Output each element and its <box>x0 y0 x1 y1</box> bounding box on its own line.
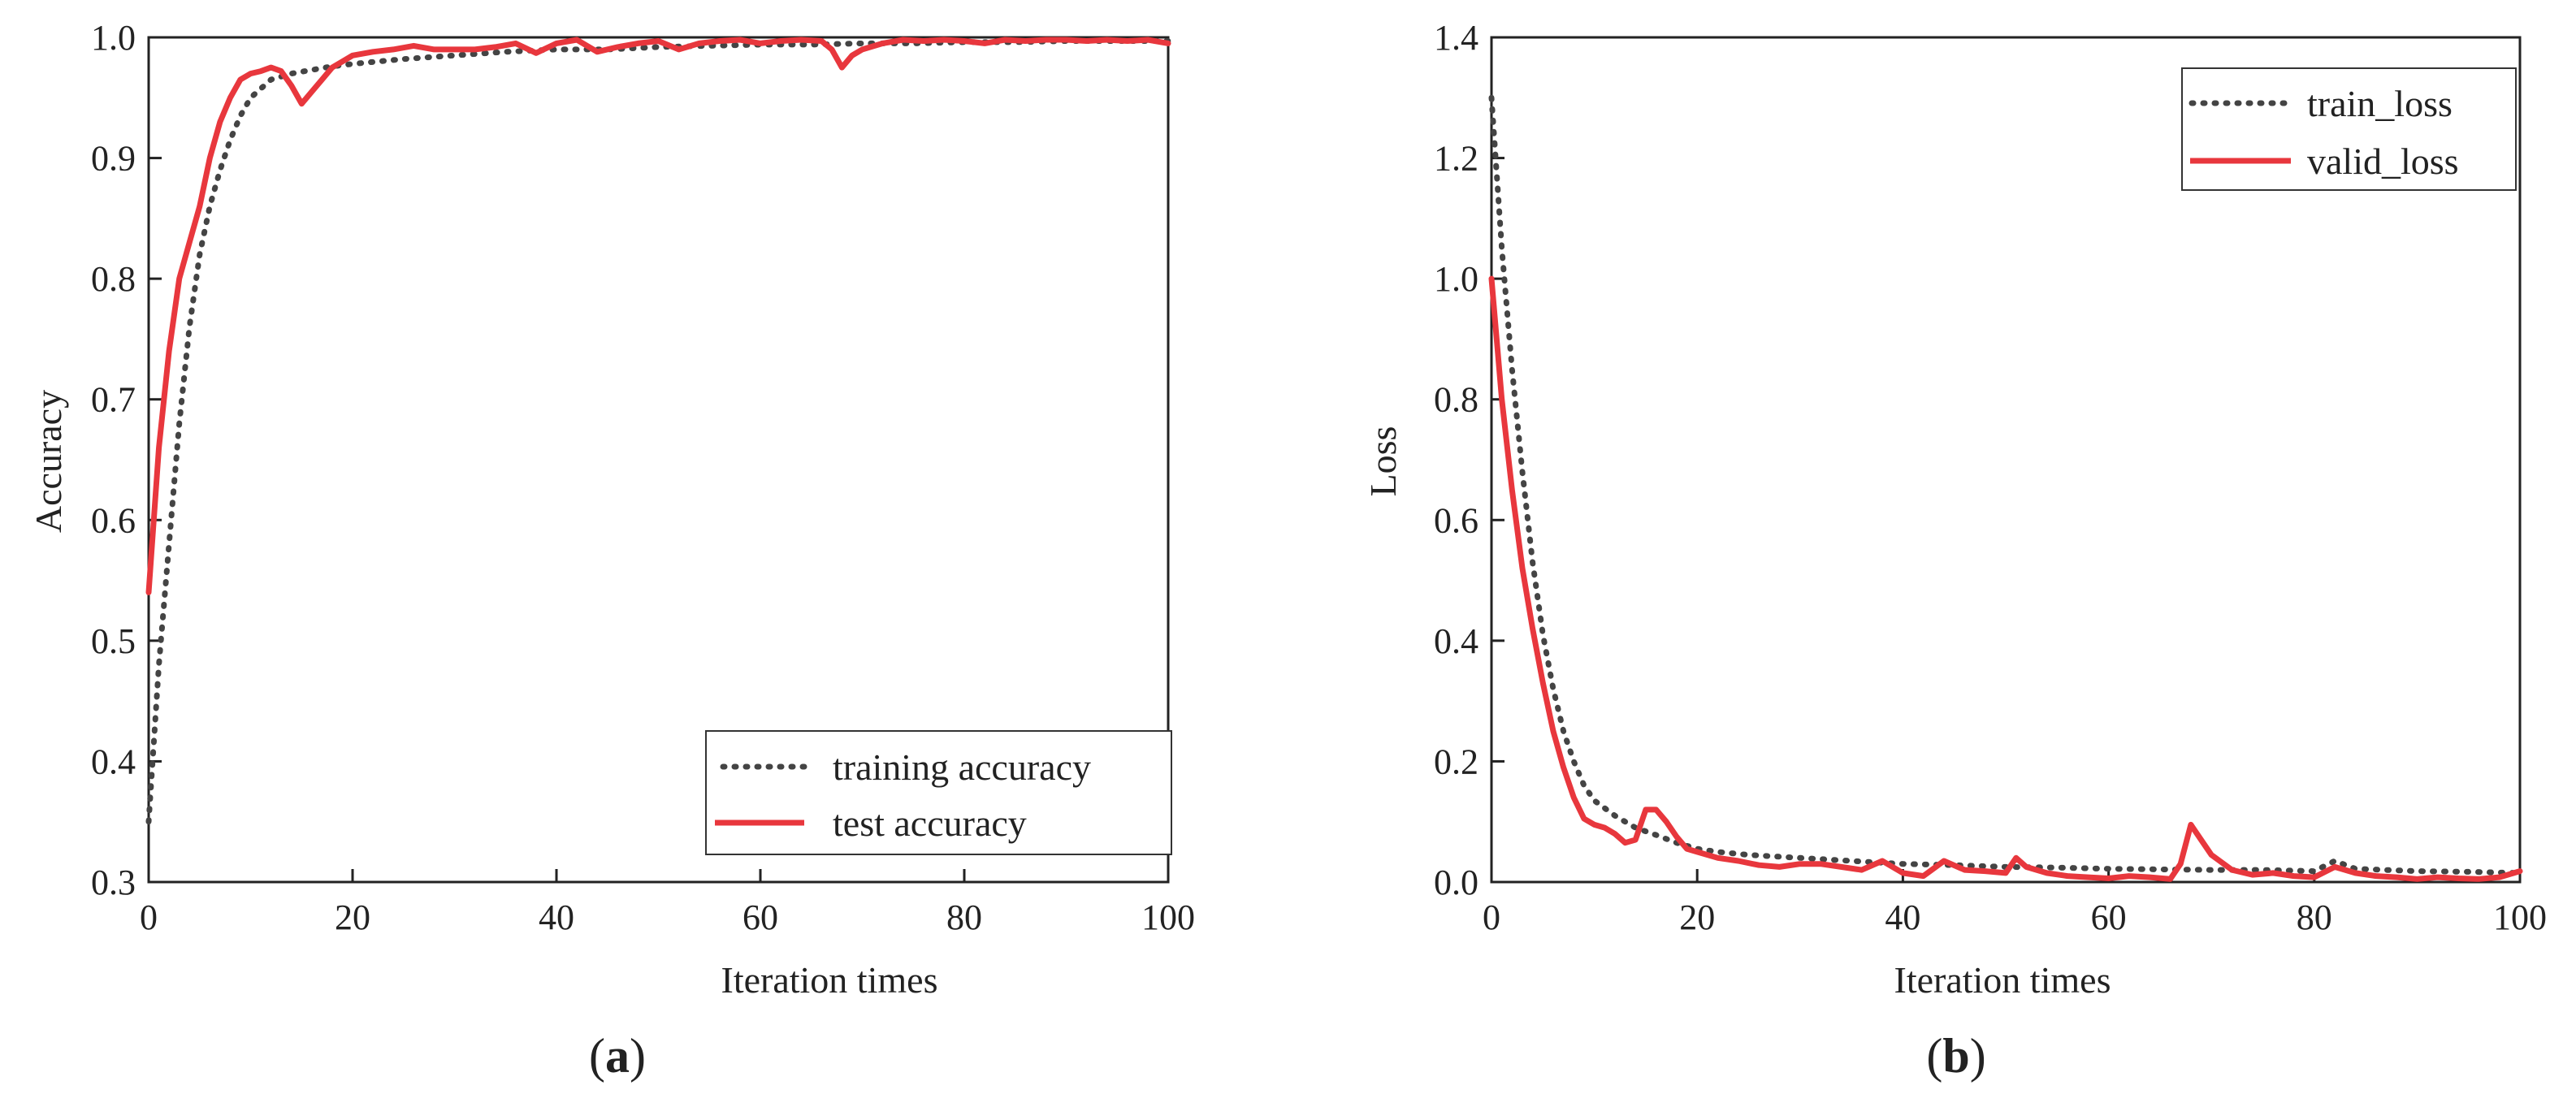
x-ticks-a: 0 20 40 60 80 100 <box>140 869 1195 937</box>
series-lines-a <box>145 37 1171 825</box>
y-tick-label: 0.8 <box>91 259 136 299</box>
x-tick-label: 0 <box>140 897 158 937</box>
x-tick-label: 20 <box>335 897 370 937</box>
legend-a: training accuracy test accuracy <box>705 730 1172 855</box>
y-tick-label: 1.2 <box>1434 139 1478 179</box>
y-tick-label: 0.7 <box>91 380 136 420</box>
y-tick-label: 0.6 <box>91 500 136 540</box>
x-tick-label: 40 <box>1885 897 1920 937</box>
x-tick-label: 80 <box>2297 897 2332 937</box>
x-ticks-b: 0 20 40 60 80 100 <box>1483 869 2547 937</box>
y-tick-label: 1.0 <box>1434 259 1478 299</box>
panel-label-b-open: ( <box>1926 1029 1942 1083</box>
y-tick-label: 0.2 <box>1434 742 1478 781</box>
x-tick-label: 80 <box>946 897 982 937</box>
series-line-train-loss <box>1488 94 2523 876</box>
x-axis-label-a: Iteration times <box>721 959 938 1001</box>
y-tick-label: 0.5 <box>91 621 136 661</box>
legend-b: train_loss valid_loss <box>2181 67 2517 191</box>
x-tick-label: 60 <box>742 897 778 937</box>
legend-label-valid-loss: valid_loss <box>2307 141 2459 182</box>
panel-label-b: (b) <box>1926 1029 1985 1083</box>
x-tick-label: 40 <box>539 897 574 937</box>
y-ticks-b: 0.0 0.2 0.4 0.6 0.8 1.0 1.2 1.4 <box>1434 18 1504 902</box>
legend-label-test-accuracy: test accuracy <box>833 802 1027 844</box>
x-tick-label: 60 <box>2091 897 2127 937</box>
y-tick-label: 0.4 <box>1434 621 1478 661</box>
panel-label-a-open: ( <box>589 1029 605 1083</box>
legend-label-training-accuracy: training accuracy <box>833 746 1091 788</box>
y-tick-label: 0.9 <box>91 139 136 179</box>
panel-label-a: (a) <box>589 1029 646 1083</box>
x-tick-label: 100 <box>1141 897 1195 937</box>
x-tick-label: 100 <box>2493 897 2547 937</box>
y-tick-label: 0.3 <box>91 863 136 902</box>
y-ticks-a: 0.3 0.4 0.5 0.6 0.7 0.8 0.9 1.0 <box>91 18 162 902</box>
y-tick-label: 1.4 <box>1434 18 1478 58</box>
panel-label-b-close: ) <box>1970 1029 1986 1083</box>
series-line-test-accuracy <box>145 37 1171 595</box>
y-axis-label-b: Loss <box>1362 426 1404 497</box>
panel-label-a-close: ) <box>630 1029 646 1083</box>
y-tick-label: 0.8 <box>1434 380 1478 420</box>
y-tick-label: 0.6 <box>1434 500 1478 540</box>
series-line-valid-loss <box>1488 275 2523 882</box>
chart-panel-a: 0.3 0.4 0.5 0.6 0.7 0.8 0.9 1.0 0 20 40 60 80 100 It… <box>28 18 1195 1083</box>
x-tick-label: 0 <box>1483 897 1500 937</box>
panel-label-a-letter: a <box>605 1029 630 1083</box>
y-tick-label: 0.0 <box>1434 863 1478 902</box>
legend-box-b <box>2181 67 2517 191</box>
chart-panel-b: 0.0 0.2 0.4 0.6 0.8 1.0 1.2 1.4 0 20 40 60 80 100 It… <box>1362 18 2547 1083</box>
legend-box-a <box>705 730 1172 855</box>
y-axis-label-a: Accuracy <box>28 390 69 533</box>
x-tick-label: 20 <box>1679 897 1715 937</box>
series-lines-b <box>1488 94 2523 882</box>
y-tick-label: 1.0 <box>91 18 136 58</box>
x-axis-label-b: Iteration times <box>1894 959 2111 1001</box>
series-line-training-accuracy <box>145 38 1171 825</box>
panel-label-b-letter: b <box>1942 1029 1969 1083</box>
legend-label-train-loss: train_loss <box>2307 83 2453 124</box>
y-tick-label: 0.4 <box>91 742 136 781</box>
